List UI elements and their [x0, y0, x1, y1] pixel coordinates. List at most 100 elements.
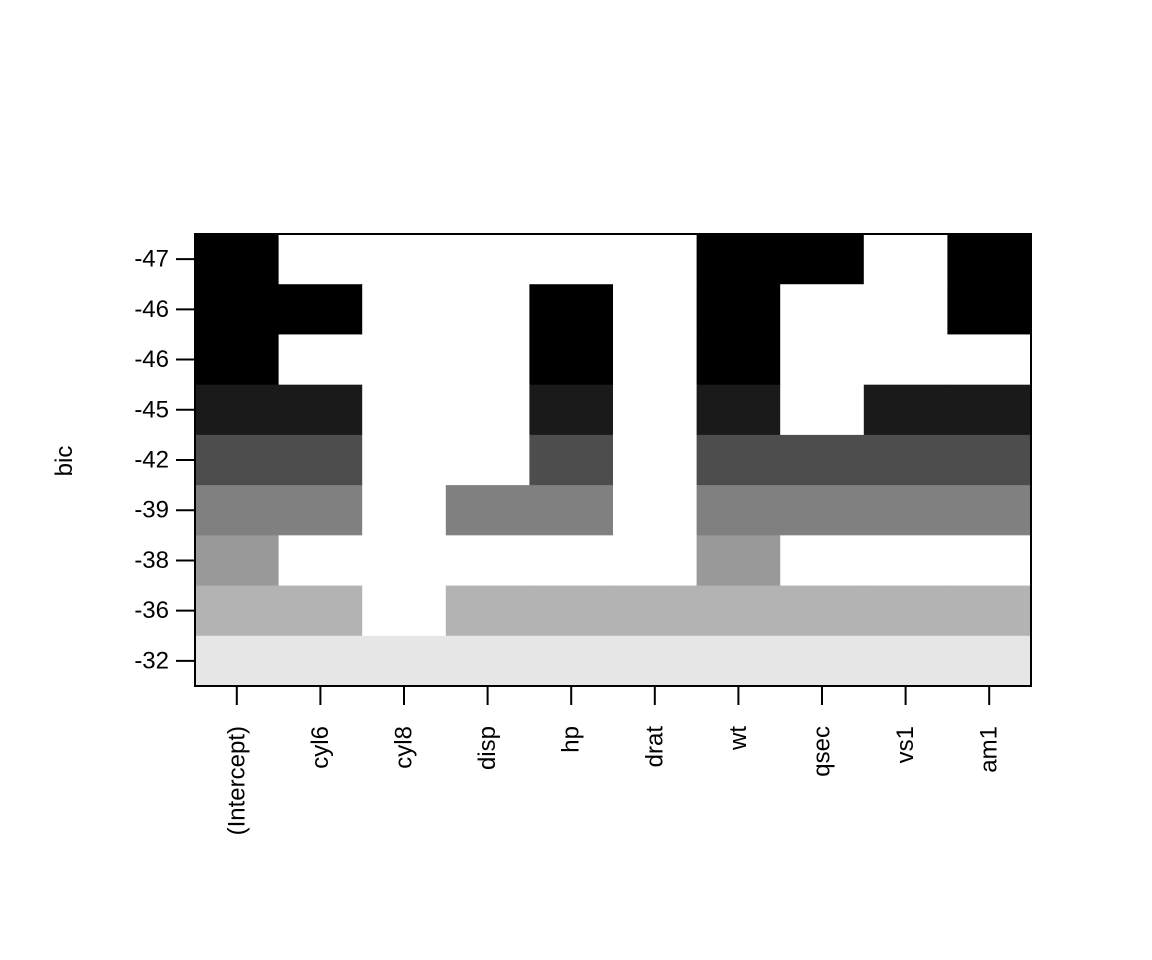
heatmap-cell: [947, 434, 1032, 486]
heatmap-cell: [863, 234, 948, 285]
heatmap-cell: [947, 234, 1032, 285]
heatmap-cell: [613, 635, 698, 687]
heatmap-cell: [278, 284, 363, 336]
y-tick-label: -36: [134, 597, 169, 624]
heatmap-cell: [195, 485, 280, 536]
heatmap-cell: [529, 334, 614, 386]
y-tick-label: -39: [134, 497, 169, 524]
heatmap-cell: [529, 384, 614, 436]
heatmap-cell: [195, 434, 280, 486]
heatmap-cell: [947, 585, 1032, 637]
heatmap-cell: [780, 234, 865, 285]
heatmap-cell: [362, 585, 447, 637]
heatmap-cell: [195, 284, 280, 336]
heatmap-cell: [947, 284, 1032, 336]
y-axis-title: bic: [51, 446, 78, 477]
heatmap-cell: [278, 384, 363, 436]
y-tick-label: -45: [134, 396, 169, 423]
x-tick-label: am1: [976, 726, 1003, 773]
heatmap-cell: [362, 334, 447, 386]
x-tick-label: (Intercept): [223, 726, 250, 835]
heatmap-cell: [696, 434, 781, 486]
heatmap-cell: [195, 234, 280, 285]
heatmap-cell: [696, 284, 781, 336]
heatmap-cell: [195, 384, 280, 436]
heatmap-cell: [445, 284, 530, 336]
heatmap-cell: [696, 334, 781, 386]
heatmap-cell: [529, 434, 614, 486]
heatmap-cell: [863, 334, 948, 386]
heatmap-cell: [362, 635, 447, 687]
y-axis: -47 -46 -46 -45 -42 -39 -38 -36 -32: [134, 246, 195, 674]
heatmap-cell: [195, 535, 280, 587]
heatmap-cell: [947, 485, 1032, 536]
heatmap-cell: [863, 485, 948, 536]
heatmap-cell: [780, 535, 865, 587]
heatmap-cell: [780, 284, 865, 336]
x-tick-label: cyl8: [391, 726, 418, 769]
heatmap-cell: [445, 585, 530, 637]
heatmap-cell: [696, 635, 781, 687]
heatmap-cell: [445, 334, 530, 386]
y-tick-label: -32: [134, 647, 169, 674]
y-tick-label: -46: [134, 346, 169, 373]
heatmap-cell: [780, 384, 865, 436]
heatmap-cell: [278, 535, 363, 587]
heatmap-cell: [445, 384, 530, 436]
x-tick-label: qsec: [809, 726, 836, 777]
heatmap-cell: [529, 485, 614, 536]
heatmap-cell: [278, 434, 363, 486]
heatmap-cell: [362, 234, 447, 285]
heatmap-cell: [613, 585, 698, 637]
heatmap-cell: [529, 635, 614, 687]
heatmap-cell: [613, 284, 698, 336]
heatmap-cell: [278, 334, 363, 386]
heatmap-cells: [195, 234, 1032, 687]
y-tick-label: -47: [134, 246, 169, 273]
heatmap-cell: [863, 284, 948, 336]
x-tick-label: drat: [641, 726, 668, 768]
heatmap-cell: [947, 535, 1032, 587]
heatmap-cell: [863, 585, 948, 637]
heatmap-cell: [529, 284, 614, 336]
heatmap-cell: [362, 434, 447, 486]
heatmap-cell: [780, 434, 865, 486]
y-tick-label: -42: [134, 447, 169, 474]
heatmap-cell: [863, 635, 948, 687]
heatmap-cell: [780, 635, 865, 687]
heatmap-cell: [613, 535, 698, 587]
heatmap-cell: [863, 535, 948, 587]
y-tick-label: -46: [134, 296, 169, 323]
y-tick-label: -38: [134, 547, 169, 574]
x-tick-label: cyl6: [307, 726, 334, 769]
heatmap-cell: [445, 535, 530, 587]
heatmap-cell: [445, 434, 530, 486]
heatmap-cell: [780, 485, 865, 536]
heatmap-cell: [613, 485, 698, 536]
heatmap-cell: [195, 635, 280, 687]
heatmap-cell: [613, 384, 698, 436]
heatmap-cell: [696, 585, 781, 637]
x-tick-label: vs1: [892, 726, 919, 763]
heatmap-cell: [278, 635, 363, 687]
heatmap-cell: [529, 535, 614, 587]
x-tick-label: wt: [725, 726, 752, 751]
heatmap-cell: [445, 635, 530, 687]
heatmap-cell: [696, 485, 781, 536]
heatmap-cell: [780, 585, 865, 637]
x-axis: (Intercept) cyl6 cyl8 disp hp drat wt qsec vs1 am…: [223, 686, 1003, 835]
heatmap-cell: [613, 334, 698, 386]
heatmap-cell: [445, 485, 530, 536]
heatmap-cell: [696, 234, 781, 285]
heatmap-cell: [362, 485, 447, 536]
heatmap-cell: [696, 535, 781, 587]
x-tick-label: hp: [558, 726, 585, 753]
heatmap-cell: [445, 234, 530, 285]
heatmap-cell: [362, 284, 447, 336]
heatmap-cell: [863, 384, 948, 436]
heatmap-cell: [278, 485, 363, 536]
heatmap-cell: [947, 334, 1032, 386]
heatmap-cell: [529, 234, 614, 285]
heatmap-cell: [780, 334, 865, 386]
